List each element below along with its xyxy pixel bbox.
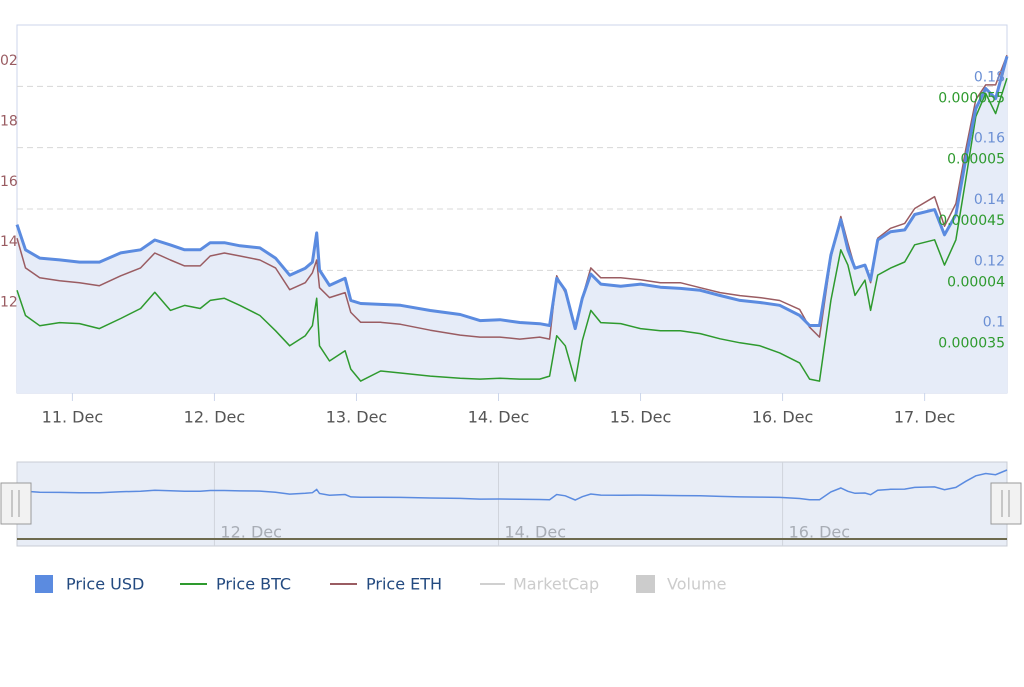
x-tick-label: 13. Dec: [326, 408, 388, 427]
legend-symbol: [636, 575, 655, 593]
series-line: [15, 55, 1009, 331]
legend-item[interactable]: Volume: [667, 575, 727, 594]
y2-tick-label: 0.14: [974, 192, 1005, 208]
y2-tick-label: 0.12: [974, 253, 1005, 269]
x-tick-label: 11. Dec: [42, 408, 104, 427]
x-tick-label: 16. Dec: [752, 408, 814, 427]
navigator-line: [16, 469, 1008, 501]
legend-item[interactable]: Price USD: [66, 575, 144, 594]
legend-item[interactable]: MarketCap: [513, 575, 599, 594]
y2-tick-label: 0.18: [974, 69, 1005, 85]
legend-symbol: [35, 575, 53, 593]
y2-tick-label: 0.1: [983, 315, 1005, 331]
navigator-tick-label: 14. Dec: [505, 523, 567, 542]
x-tick-label: 15. Dec: [610, 408, 672, 427]
y3-tick-label: 0.000045: [938, 213, 1005, 229]
y3-tick-label: 0.000035: [938, 336, 1005, 352]
navigator-tick-label: 12. Dec: [220, 523, 282, 542]
area: [17, 56, 1007, 394]
y2-tick-label: 0.16: [974, 131, 1005, 147]
x-tick-label: 12. Dec: [184, 408, 246, 427]
navigator-tick-label: 16. Dec: [789, 523, 851, 542]
y-tick-label: 02: [0, 53, 18, 69]
y3-tick-label: 0.00005: [947, 152, 1005, 168]
y-tick-label: 12: [0, 295, 18, 311]
legend: Price USD Price BTC Price ETH MarketCap …: [35, 575, 727, 594]
handle[interactable]: [990, 482, 1022, 525]
navigator[interactable]: [16, 461, 1008, 547]
navigator-content: 12. Dec 14. Dec 16. Dec: [16, 462, 1008, 546]
series-line: [16, 77, 1008, 382]
x-tick-label: 14. Dec: [468, 408, 530, 427]
y-tick-label: 14: [0, 234, 18, 250]
y3-tick-label: 0.00004: [947, 274, 1005, 290]
handle[interactable]: [0, 482, 32, 525]
y3-tick-label: 0.000055: [938, 90, 1005, 106]
navigator-handle-right[interactable]: [990, 482, 1022, 525]
y-tick-label: 16: [0, 174, 18, 190]
legend-item[interactable]: Price BTC: [216, 575, 291, 594]
legend-item[interactable]: Price ETH: [366, 575, 442, 594]
plot-area: [15, 54, 1009, 394]
navigator-handle-left[interactable]: [0, 482, 32, 525]
y-tick-label: 18: [0, 114, 18, 130]
x-tick-label: 17. Dec: [894, 408, 956, 427]
